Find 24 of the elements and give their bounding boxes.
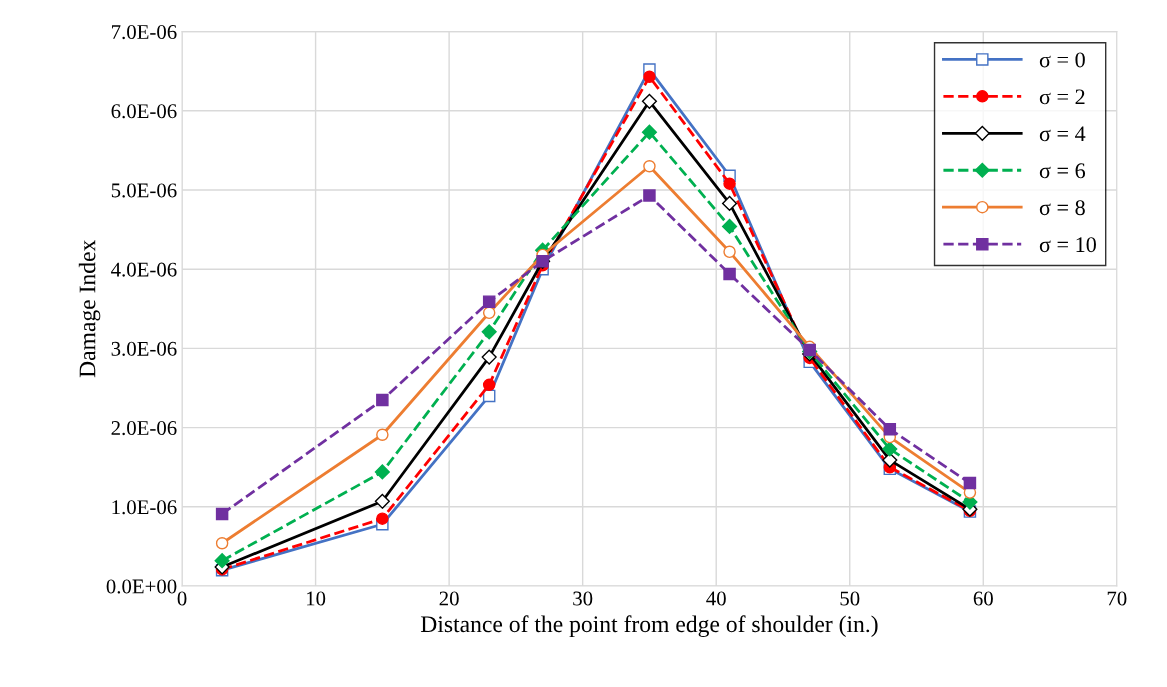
x-tick-label: 30 (573, 591, 593, 606)
x-tick-label: 60 (973, 591, 993, 606)
x-tick-label: 70 (1107, 591, 1127, 606)
x-tick-label: 0 (177, 591, 187, 606)
y-tick-label: 4.0E-06 (111, 262, 177, 277)
legend-label: σ = 4 (1039, 126, 1086, 142)
x-axis-title: Distance of the point from edge of shoulder (in.) (420, 615, 878, 638)
x-tick-label: 40 (706, 591, 726, 606)
y-tick-label: 0.0E+00 (106, 579, 177, 594)
legend-label: σ = 2 (1039, 89, 1085, 105)
y-tick-label: 6.0E-06 (111, 104, 177, 119)
y-tick-label: 3.0E-06 (111, 341, 177, 356)
legend-label: σ = 10 (1039, 237, 1096, 253)
legend-label: σ = 8 (1039, 200, 1085, 216)
y-tick-label: 7.0E-06 (112, 24, 177, 40)
y-tick-label: 1.0E-06 (112, 500, 177, 515)
y-axis-title: Damage Index (78, 239, 101, 378)
y-tick-label: 5.0E-06 (111, 183, 177, 198)
legend-label: σ = 0 (1039, 52, 1085, 68)
y-tick-label: 2.0E-06 (111, 420, 177, 436)
legend-label: σ = 6 (1039, 163, 1086, 179)
x-tick-label: 10 (307, 591, 326, 606)
x-tick-label: 50 (840, 591, 860, 606)
x-tick-label: 20 (439, 591, 459, 606)
